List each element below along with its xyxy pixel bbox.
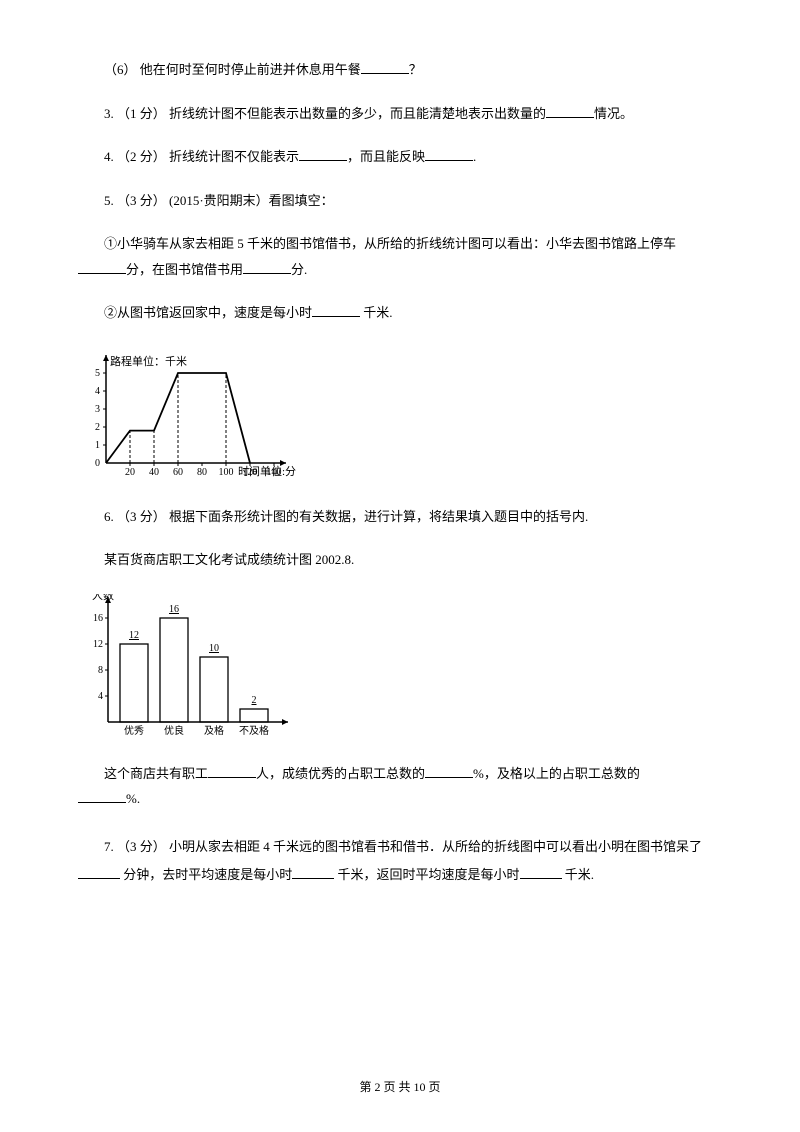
blank (361, 61, 409, 74)
q6-sub-text: 某百货商店职工文化考试成绩统计图 2002.8. (104, 552, 354, 567)
q4-mid: ，而且能反映 (347, 149, 425, 164)
svg-text:及格: 及格 (204, 724, 224, 737)
q6t-c: %，及格以上的占职工总数的 (473, 766, 640, 781)
q5-l1b: 分，在图书馆借书用 (126, 262, 243, 277)
svg-text:不及格: 不及格 (239, 724, 269, 737)
bar-chart: 4 8 12 16 12 优秀 16 优良 10 及格 2 不及格 人数 (78, 594, 722, 744)
svg-text:4: 4 (95, 386, 100, 397)
question-6-text-cont: %. (78, 789, 722, 809)
q7-b: 分钟，去时平均速度是每小时 (120, 867, 292, 882)
svg-text:0: 0 (95, 458, 100, 469)
svg-text:16: 16 (93, 613, 103, 624)
q5-l1a: ①小华骑车从家去相距 5 千米的图书馆借书，从所给的折线统计图可以看出：小华去图… (104, 236, 676, 251)
svg-text:时间单位:分: 时间单位:分 (238, 464, 296, 478)
blank (78, 866, 120, 879)
svg-text:12: 12 (93, 639, 103, 650)
q5-l2b: 千米. (360, 305, 393, 320)
line-chart: 01234520406080100120140路程单位：千米时间单位:分 (78, 347, 722, 487)
blank (208, 765, 256, 778)
q6p-text: （6） 他在何时至何时停止前进并休息用午餐 (104, 62, 361, 77)
blank (520, 866, 562, 879)
bar-chart-svg: 4 8 12 16 12 优秀 16 优良 10 及格 2 不及格 人数 (78, 594, 308, 744)
question-5-line1: ①小华骑车从家去相距 5 千米的图书馆借书，从所给的折线统计图可以看出：小华去图… (78, 234, 722, 254)
page-footer: 第 2 页 共 10 页 (0, 1078, 800, 1096)
question-6-text: 这个商店共有职工 人，成绩优秀的占职工总数的 %，及格以上的占职工总数的 (78, 764, 722, 784)
line-chart-svg: 01234520406080100120140路程单位：千米时间单位:分 (78, 347, 308, 487)
q3-prefix: 3. （1 分） 折线统计图不但能表示出数量的多少，而且能清楚地表示出数量的 (104, 106, 546, 121)
svg-text:5: 5 (95, 368, 100, 379)
blank (425, 148, 473, 161)
svg-text:4: 4 (98, 691, 103, 702)
blank (546, 105, 594, 118)
svg-text:2: 2 (95, 422, 100, 433)
q3-suffix: 情况。 (594, 106, 633, 121)
question-6-header: 6. （3 分） 根据下面条形统计图的有关数据，进行计算，将结果填入题目中的括号… (78, 507, 722, 527)
question-7: 7. （3 分） 小明从家去相距 4 千米远的图书馆看书和借书．从所给的折线图中… (78, 833, 722, 890)
svg-text:40: 40 (149, 467, 159, 478)
q5-l1c: 分. (291, 262, 307, 277)
question-6-part: （6） 他在何时至何时停止前进并休息用午餐 ？ (78, 60, 722, 80)
question-4: 4. （2 分） 折线统计图不仅能表示 ，而且能反映. (78, 147, 722, 167)
svg-text:优良: 优良 (164, 724, 184, 737)
svg-text:20: 20 (125, 467, 135, 478)
blank (243, 261, 291, 274)
svg-text:1: 1 (95, 440, 100, 451)
q7-d: 千米. (562, 867, 595, 882)
svg-text:80: 80 (197, 467, 207, 478)
q6t-a: 这个商店共有职工 (104, 766, 208, 781)
question-3: 3. （1 分） 折线统计图不但能表示出数量的多少，而且能清楚地表示出数量的 情况… (78, 104, 722, 124)
q6p-tail: ？ (409, 62, 422, 77)
svg-text:人数: 人数 (92, 594, 114, 602)
svg-text:3: 3 (95, 404, 100, 415)
blank (292, 866, 334, 879)
question-5-line2: ②从图书馆返回家中，速度是每小时 千米. (78, 303, 722, 323)
svg-text:8: 8 (98, 665, 103, 676)
q6t-b: 人，成绩优秀的占职工总数的 (256, 766, 425, 781)
svg-text:路程单位：千米: 路程单位：千米 (110, 354, 187, 368)
q7-c: 千米，返回时平均速度是每小时 (334, 867, 519, 882)
svg-text:60: 60 (173, 467, 183, 478)
blank (299, 148, 347, 161)
footer-text: 第 2 页 共 10 页 (359, 1080, 440, 1094)
svg-text:优秀: 优秀 (124, 724, 144, 737)
svg-text:10: 10 (209, 643, 219, 654)
q7-a: 7. （3 分） 小明从家去相距 4 千米远的图书馆看书和借书．从所给的折线图中… (104, 839, 702, 854)
question-5-header: 5. （3 分） (2015·贵阳期末）看图填空： (78, 191, 722, 211)
blank (312, 304, 360, 317)
question-5-line1-cont: 分，在图书馆借书用 分. (78, 260, 722, 280)
q5-header-text: 5. （3 分） (2015·贵阳期末）看图填空： (104, 193, 334, 208)
blank (78, 261, 126, 274)
q4-suffix: . (473, 149, 476, 164)
svg-text:12: 12 (129, 630, 139, 641)
q4-prefix: 4. （2 分） 折线统计图不仅能表示 (104, 149, 299, 164)
q6t-d: %. (126, 791, 140, 806)
q6-header-text: 6. （3 分） 根据下面条形统计图的有关数据，进行计算，将结果填入题目中的括号… (104, 509, 588, 524)
svg-text:2: 2 (252, 695, 257, 706)
blank (425, 765, 473, 778)
svg-text:100: 100 (219, 467, 234, 478)
svg-text:16: 16 (169, 604, 179, 615)
question-6-sub: 某百货商店职工文化考试成绩统计图 2002.8. (78, 550, 722, 570)
q5-l2a: ②从图书馆返回家中，速度是每小时 (104, 305, 312, 320)
blank (78, 790, 126, 803)
